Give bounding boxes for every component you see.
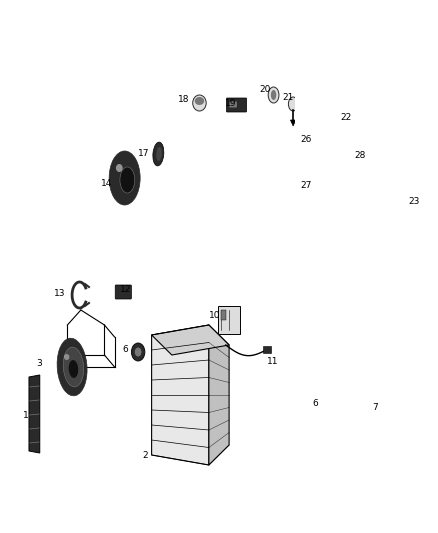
FancyBboxPatch shape	[218, 306, 240, 334]
Text: 6: 6	[123, 345, 128, 354]
Ellipse shape	[350, 113, 364, 127]
Text: 11: 11	[266, 358, 278, 367]
Bar	[334, 169, 341, 177]
Text: 6: 6	[312, 399, 318, 408]
Bar	[343, 169, 350, 177]
Text: 28: 28	[355, 151, 366, 160]
Ellipse shape	[385, 175, 417, 225]
FancyBboxPatch shape	[115, 285, 131, 299]
Text: 19: 19	[226, 99, 237, 108]
Bar	[263, 346, 271, 353]
Polygon shape	[29, 375, 40, 453]
Ellipse shape	[271, 90, 276, 100]
Text: 10: 10	[208, 311, 220, 320]
Ellipse shape	[383, 373, 418, 427]
Ellipse shape	[135, 348, 141, 357]
Ellipse shape	[353, 117, 359, 124]
Ellipse shape	[323, 394, 338, 412]
Ellipse shape	[327, 399, 334, 407]
Ellipse shape	[396, 191, 410, 215]
Ellipse shape	[288, 97, 298, 111]
Bar	[317, 169, 323, 177]
Text: 20: 20	[259, 85, 271, 94]
Ellipse shape	[193, 95, 206, 111]
Text: 18: 18	[178, 95, 190, 104]
Text: 12: 12	[120, 285, 131, 294]
Bar	[319, 196, 338, 214]
FancyBboxPatch shape	[226, 98, 247, 112]
Ellipse shape	[109, 151, 140, 205]
Ellipse shape	[393, 389, 413, 417]
Text: 26: 26	[300, 135, 311, 144]
Text: 22: 22	[341, 112, 352, 122]
Ellipse shape	[156, 147, 162, 161]
Polygon shape	[290, 120, 296, 126]
Ellipse shape	[153, 142, 164, 166]
FancyBboxPatch shape	[313, 141, 355, 181]
Text: 27: 27	[300, 182, 311, 190]
Ellipse shape	[268, 87, 279, 103]
Ellipse shape	[391, 184, 398, 191]
Polygon shape	[152, 325, 229, 355]
Text: 3: 3	[36, 359, 42, 367]
Ellipse shape	[116, 164, 123, 172]
Text: 13: 13	[53, 289, 65, 298]
Bar	[221, 310, 226, 320]
Ellipse shape	[131, 343, 145, 361]
Text: 14: 14	[101, 179, 112, 188]
Text: 17: 17	[138, 149, 150, 157]
Ellipse shape	[57, 338, 87, 396]
Text: 2: 2	[142, 450, 148, 459]
Ellipse shape	[389, 382, 397, 390]
Ellipse shape	[64, 354, 69, 360]
Bar	[344, 192, 353, 203]
Polygon shape	[209, 325, 229, 465]
Bar	[316, 145, 353, 167]
Text: 23: 23	[409, 198, 420, 206]
Ellipse shape	[120, 167, 135, 193]
Bar	[325, 169, 332, 177]
Bar	[344, 206, 353, 217]
Ellipse shape	[63, 347, 84, 387]
Text: 1: 1	[23, 410, 28, 419]
Ellipse shape	[378, 364, 424, 436]
FancyBboxPatch shape	[230, 101, 237, 108]
Polygon shape	[152, 325, 209, 465]
Bar	[316, 192, 342, 220]
FancyBboxPatch shape	[313, 188, 355, 224]
Ellipse shape	[380, 167, 422, 233]
Text: 7: 7	[372, 403, 378, 413]
Ellipse shape	[195, 97, 204, 105]
Ellipse shape	[69, 360, 78, 378]
Text: 21: 21	[283, 93, 294, 101]
